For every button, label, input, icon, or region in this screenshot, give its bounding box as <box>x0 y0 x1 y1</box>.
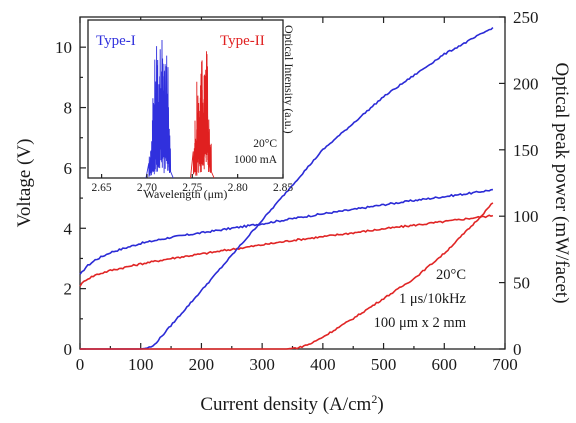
annotation-pulse: 1 μs/10kHz <box>399 291 467 307</box>
x-tick-label: 0 <box>76 355 85 374</box>
x-tick-label: 600 <box>432 355 458 374</box>
inset-x-tick-label: 2.65 <box>92 182 112 194</box>
y-right-tick-label: 150 <box>513 141 539 160</box>
inset-x-tick-label: 2.75 <box>182 182 202 194</box>
y-right-tick-label: 0 <box>513 340 522 359</box>
y-right-tick-label: 250 <box>513 8 539 27</box>
x-tick-label: 400 <box>310 355 336 374</box>
y-left-tick-label: 6 <box>64 159 73 178</box>
inset-y-axis-title: Optical Intensity (a.u.) <box>282 25 296 134</box>
power-red-line <box>80 202 494 350</box>
x-tick-label: 200 <box>189 355 215 374</box>
x-tick-label: 500 <box>371 355 397 374</box>
inset-x-axis-title: Wavelength (μm) <box>144 187 228 201</box>
voltage-red-line <box>79 214 494 287</box>
y-left-tick-label: 2 <box>64 280 73 299</box>
right-y-axis-title: Optical peak power (mW/facet) <box>551 62 572 303</box>
main-left-y-axis: 0 2 4 6 8 10 <box>55 38 86 359</box>
main-series-group <box>79 27 494 350</box>
spectrum-type-ii <box>190 51 215 179</box>
x-tick-label: 300 <box>249 355 275 374</box>
y-left-tick-label: 4 <box>64 219 73 238</box>
inset-series-group <box>145 39 215 179</box>
inset-legend-type-i: Type-I <box>96 33 136 49</box>
inset-x-tick-label: 2.85 <box>273 182 293 194</box>
main-right-y-axis: 0 50 100 150 200 250 <box>499 8 539 359</box>
y-left-tick-label: 8 <box>64 99 73 118</box>
inset-x-tick-label: 2.80 <box>228 182 248 194</box>
inset-x-axis: 2.65 2.70 2.75 2.80 2.85 <box>92 174 293 194</box>
y-left-tick-label: 0 <box>64 340 73 359</box>
inset-background <box>88 20 283 178</box>
power-blue-line <box>80 27 494 350</box>
left-y-axis-title: Voltage (V) <box>14 139 35 228</box>
voltage-blue-line <box>79 188 493 275</box>
inset-annotation-current: 1000 mA <box>234 154 278 166</box>
annotation-dimensions: 100 μm x 2 mm <box>374 315 467 331</box>
main-x-axis: 0 100 200 300 400 500 600 700 <box>76 17 518 374</box>
spectrum-type-i <box>145 39 174 179</box>
annotation-temperature: 20°C <box>436 267 466 283</box>
x-axis-title: Current density (A/cm2) <box>200 392 383 415</box>
y-left-tick-label: 10 <box>55 38 72 57</box>
inset-x-tick-label: 2.70 <box>137 182 157 194</box>
y-right-tick-label: 200 <box>513 74 539 93</box>
y-right-tick-label: 100 <box>513 207 539 226</box>
x-tick-label: 100 <box>128 355 154 374</box>
x-tick-label: 700 <box>492 355 518 374</box>
y-right-tick-label: 50 <box>513 274 530 293</box>
inset-frame <box>87 19 284 179</box>
inset-legend-type-ii: Type-II <box>220 33 265 49</box>
inset-annotation-temperature: 20°C <box>253 138 277 150</box>
